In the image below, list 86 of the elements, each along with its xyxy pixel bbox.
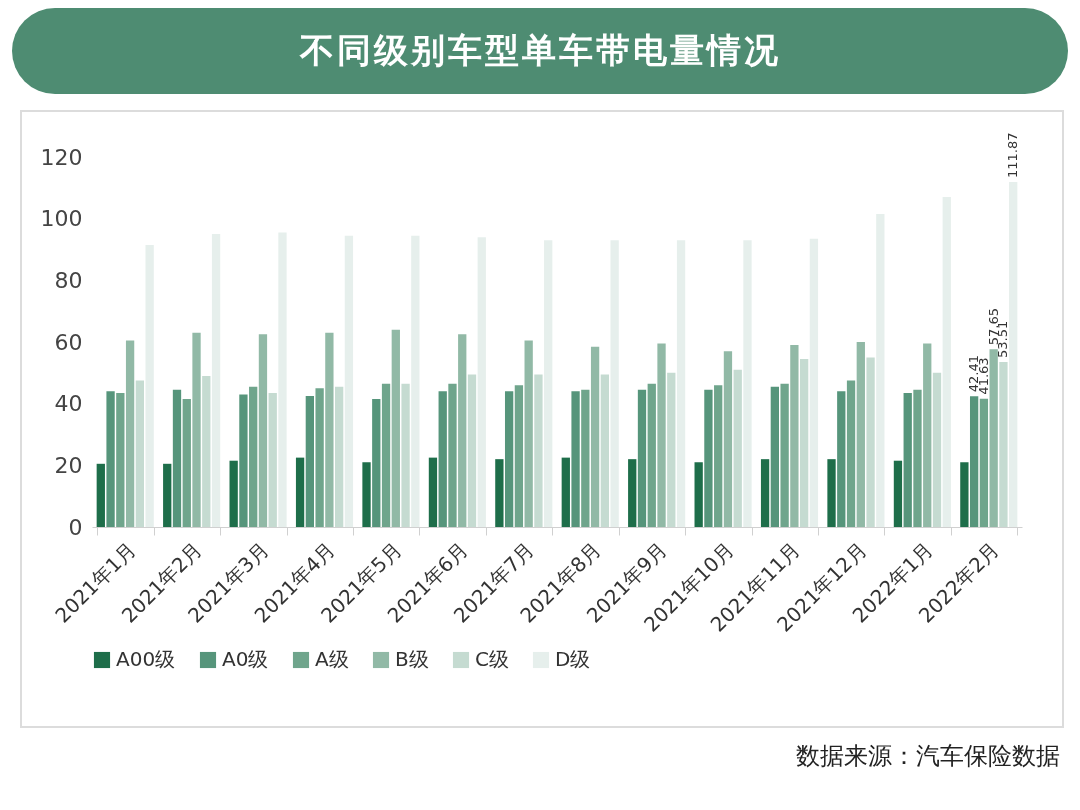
bar [647,383,656,527]
bar [760,459,770,527]
bar [514,385,524,527]
bar [657,343,666,527]
bar [590,346,600,527]
bar [979,398,989,527]
bar [790,345,799,527]
bar [903,392,912,527]
bar [344,235,354,527]
bar [581,389,590,527]
bar [694,462,703,527]
bar [278,232,287,527]
y-tick-label: 60 [54,329,83,355]
bar [610,240,619,527]
source-note: 数据来源：汽车保险数据 [796,741,1060,772]
y-tick-label: 40 [54,391,83,417]
bar [391,329,400,527]
legend-label: A00级 [116,647,176,671]
bar [676,240,686,527]
bar [305,395,314,527]
bar [125,340,135,527]
bar [714,385,723,527]
bar [827,459,836,527]
bar [837,391,846,527]
bar [315,388,324,527]
legend-label: B级 [395,647,429,671]
bar [846,380,856,527]
legend-label: A0级 [222,647,269,671]
bar [192,332,201,527]
bar [723,351,733,527]
y-tick-label: 20 [54,452,83,478]
bar [477,237,486,527]
bar [372,399,381,527]
bar [438,391,447,527]
bar [211,234,221,527]
bar [770,386,779,527]
bar [116,392,125,527]
bar [809,238,819,527]
bar [913,389,922,527]
bar [258,334,268,527]
bar [637,389,647,527]
bar [229,460,238,527]
bar [524,340,533,527]
bar [544,240,553,527]
bar [704,389,713,527]
y-tick-label: 120 [40,144,83,170]
legend-label: D级 [555,647,591,671]
bar [325,332,334,527]
bar [239,394,248,527]
bar [923,343,932,527]
bar [458,334,467,527]
y-tick-label: 0 [68,514,83,540]
bar [969,396,979,527]
legend-label: C级 [475,647,509,671]
bar [172,389,182,527]
bar [780,383,789,527]
y-tick-label: 100 [40,206,83,232]
bar [876,214,885,527]
bar [989,349,998,527]
bar [495,459,504,527]
bar [411,235,420,527]
data-label: 111.87 [1005,132,1021,179]
bar [295,457,305,527]
bar [893,460,903,527]
bar [106,391,115,527]
bar [960,462,969,527]
bar [448,383,457,527]
bar [381,383,391,527]
bar [561,457,570,527]
bar [145,244,154,527]
legend-label: A级 [315,647,349,671]
bar [504,391,514,527]
bar [249,386,258,527]
bar [96,463,105,527]
bar [942,197,951,527]
bar [743,240,752,527]
bar [362,462,371,527]
bar [163,463,172,527]
bar [856,342,865,527]
chart-title: 不同级别车型单车带电量情况 [12,8,1068,94]
y-tick-label: 80 [54,267,83,293]
bar [1009,182,1018,527]
bar [628,459,637,527]
bar [182,399,191,527]
bar [571,391,580,527]
bar [428,457,438,527]
